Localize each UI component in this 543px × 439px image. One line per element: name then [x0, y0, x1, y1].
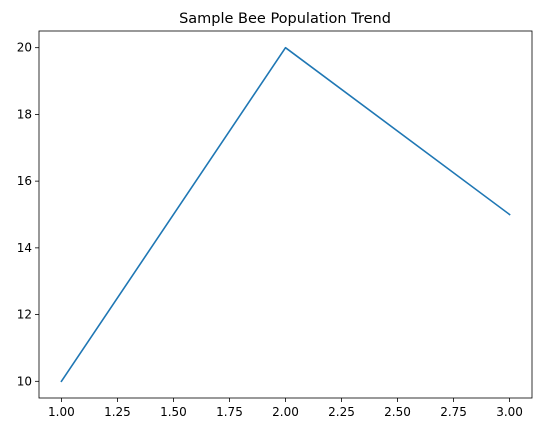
x-tick-label: 2.00 — [272, 405, 299, 419]
x-tick-label: 2.75 — [440, 405, 467, 419]
x-tick-label: 3.00 — [496, 405, 523, 419]
chart-title: Sample Bee Population Trend — [179, 11, 391, 27]
y-tick-label: 18 — [17, 107, 32, 121]
y-tick-label: 10 — [17, 374, 32, 388]
x-tick-label: 1.75 — [216, 405, 243, 419]
y-tick-label: 14 — [17, 241, 32, 255]
y-tick-label: 12 — [17, 308, 32, 322]
x-tick-label: 1.50 — [160, 405, 187, 419]
x-tick-label: 1.25 — [104, 405, 131, 419]
x-tick-label: 1.00 — [48, 405, 75, 419]
series-line-0 — [61, 48, 509, 382]
plot-frame — [39, 31, 532, 398]
y-tick-label: 20 — [17, 41, 32, 55]
y-tick-label: 16 — [17, 174, 32, 188]
x-tick-label: 2.25 — [328, 405, 355, 419]
x-tick-label: 2.50 — [384, 405, 411, 419]
